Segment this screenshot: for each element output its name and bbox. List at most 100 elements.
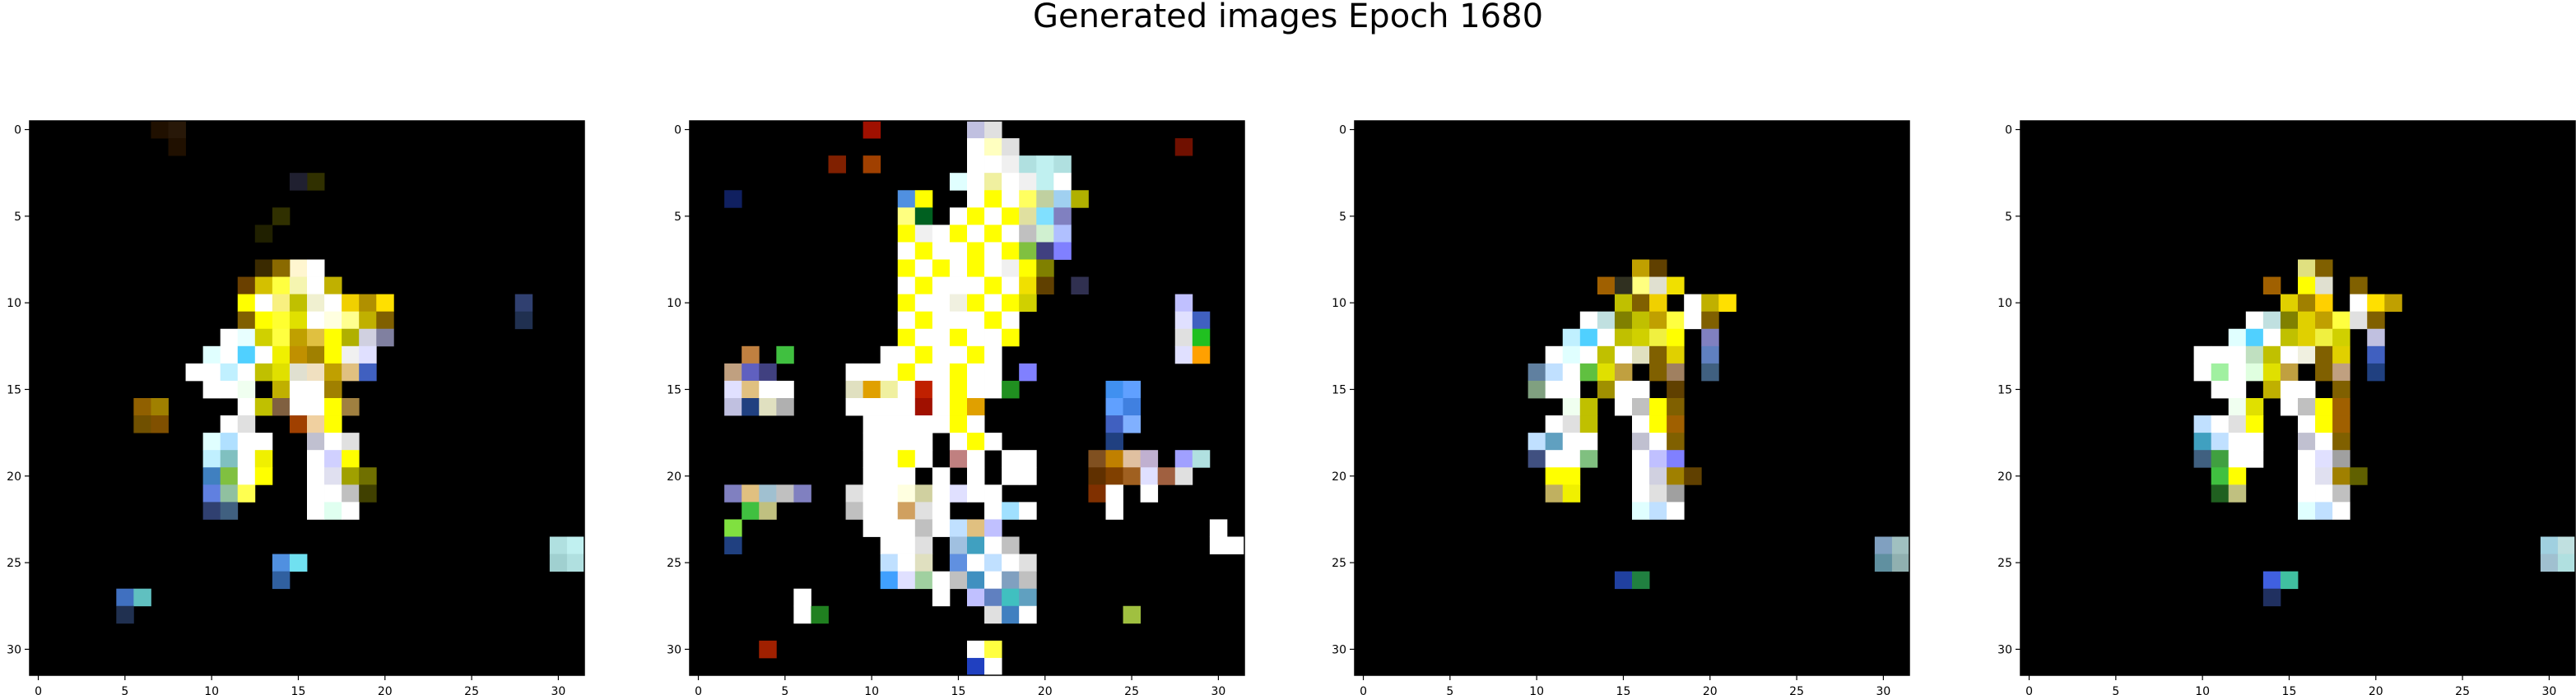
image-pixel	[2350, 311, 2368, 330]
image-pixel	[1667, 502, 1685, 520]
image-pixel	[1036, 190, 1054, 208]
image-pixel	[914, 259, 933, 277]
image-pixel	[289, 259, 308, 277]
image-pixel	[307, 484, 325, 503]
image-pixel	[272, 259, 291, 277]
image-pixel	[1019, 467, 1037, 485]
image-pixel	[342, 433, 360, 451]
image-pixel	[984, 519, 1002, 537]
image-pixel	[967, 121, 985, 139]
image-pixel	[897, 276, 916, 295]
image-pixel	[2228, 398, 2247, 416]
image-pixel	[1174, 450, 1193, 468]
y-tick-label: 30	[1332, 643, 1346, 656]
image-pixel	[2332, 328, 2350, 347]
y-tick-label: 20	[1997, 470, 2012, 484]
image-pixel	[967, 433, 985, 451]
image-pixel	[984, 588, 1002, 607]
image-pixel	[2280, 328, 2299, 347]
image-pixel	[1105, 484, 1123, 503]
image-pixel	[220, 467, 239, 485]
image-pixel	[984, 536, 1002, 554]
image-pixel	[254, 345, 273, 364]
image-pixel	[880, 536, 899, 554]
x-tick-label: 10	[2195, 685, 2210, 695]
image-pixel	[1174, 345, 1193, 364]
image-pixel	[880, 554, 899, 572]
image-pixel	[2315, 276, 2333, 295]
x-tick-label: 15	[291, 685, 306, 695]
image-pixel	[1174, 467, 1193, 485]
image-pixel	[2298, 502, 2316, 520]
image-pixel	[967, 467, 985, 485]
image-pixel	[932, 225, 951, 243]
image-pixel	[863, 467, 881, 485]
image-pixel	[1684, 294, 1702, 313]
image-pixel	[254, 225, 273, 243]
image-pixel	[1649, 415, 1667, 433]
image-pixel	[1545, 467, 1564, 485]
image-pixel	[324, 398, 342, 416]
image-pixel	[1562, 450, 1581, 468]
image-pixel	[984, 640, 1002, 659]
image-pixel	[897, 484, 916, 503]
image-pixel	[1632, 484, 1650, 503]
image-pixel	[2332, 467, 2350, 485]
image-pixel	[914, 345, 933, 364]
image-pixel	[932, 328, 951, 347]
image-pixel	[1002, 155, 1020, 174]
image-pixel	[1614, 328, 1633, 347]
image-pixel	[359, 363, 377, 382]
image-pixel	[897, 207, 916, 225]
image-pixel	[897, 571, 916, 590]
image-pixel	[1614, 276, 1633, 295]
image-pixel	[2262, 588, 2281, 607]
x-tick-label: 5	[781, 685, 788, 695]
image-pixel	[2298, 415, 2316, 433]
image-pixel	[1579, 433, 1598, 451]
image-pixel	[984, 138, 1002, 156]
image-pixel	[1579, 328, 1598, 347]
image-pixel	[1667, 276, 1685, 295]
image-pixel	[1579, 363, 1598, 382]
image-pixel	[2298, 311, 2316, 330]
image-pixel	[759, 484, 777, 503]
image-pixel	[914, 484, 933, 503]
image-pixel	[1632, 415, 1650, 433]
image-pixel	[2332, 450, 2350, 468]
image-pixel	[914, 190, 933, 208]
image-pixel	[2211, 450, 2230, 468]
image-pixel	[2332, 484, 2350, 503]
image-pixel	[759, 363, 777, 382]
image-pixel	[359, 467, 377, 485]
image-pixel	[151, 415, 169, 433]
image-pixel	[2280, 311, 2299, 330]
image-pixel	[863, 155, 881, 174]
image-pixel	[1649, 502, 1667, 520]
image-pixel	[1632, 259, 1650, 277]
image-pixel	[880, 380, 899, 399]
image-pixel	[1667, 363, 1685, 382]
image-pixel	[967, 242, 985, 260]
image-pixel	[1562, 328, 1581, 347]
image-pixel	[897, 502, 916, 520]
image-pixel	[2280, 380, 2299, 399]
image-pixel	[324, 484, 342, 503]
image-pixel	[2245, 328, 2264, 347]
image-pixel	[1002, 207, 1020, 225]
image-pixel	[1545, 363, 1564, 382]
image-pixel	[863, 363, 881, 382]
image-pixel	[359, 345, 377, 364]
image-pixel	[168, 121, 186, 139]
image-pixel	[133, 588, 151, 607]
image-pixel	[897, 225, 916, 243]
image-pixel	[984, 571, 1002, 590]
image-pixel	[324, 363, 342, 382]
image-pixel	[1053, 173, 1072, 191]
image-pixel	[2228, 484, 2247, 503]
image-pixel	[984, 207, 1002, 225]
y-tick-label: 15	[7, 383, 21, 396]
image-pixel	[1667, 398, 1685, 416]
image-pixel	[1597, 363, 1616, 382]
image-pixel	[967, 571, 985, 590]
